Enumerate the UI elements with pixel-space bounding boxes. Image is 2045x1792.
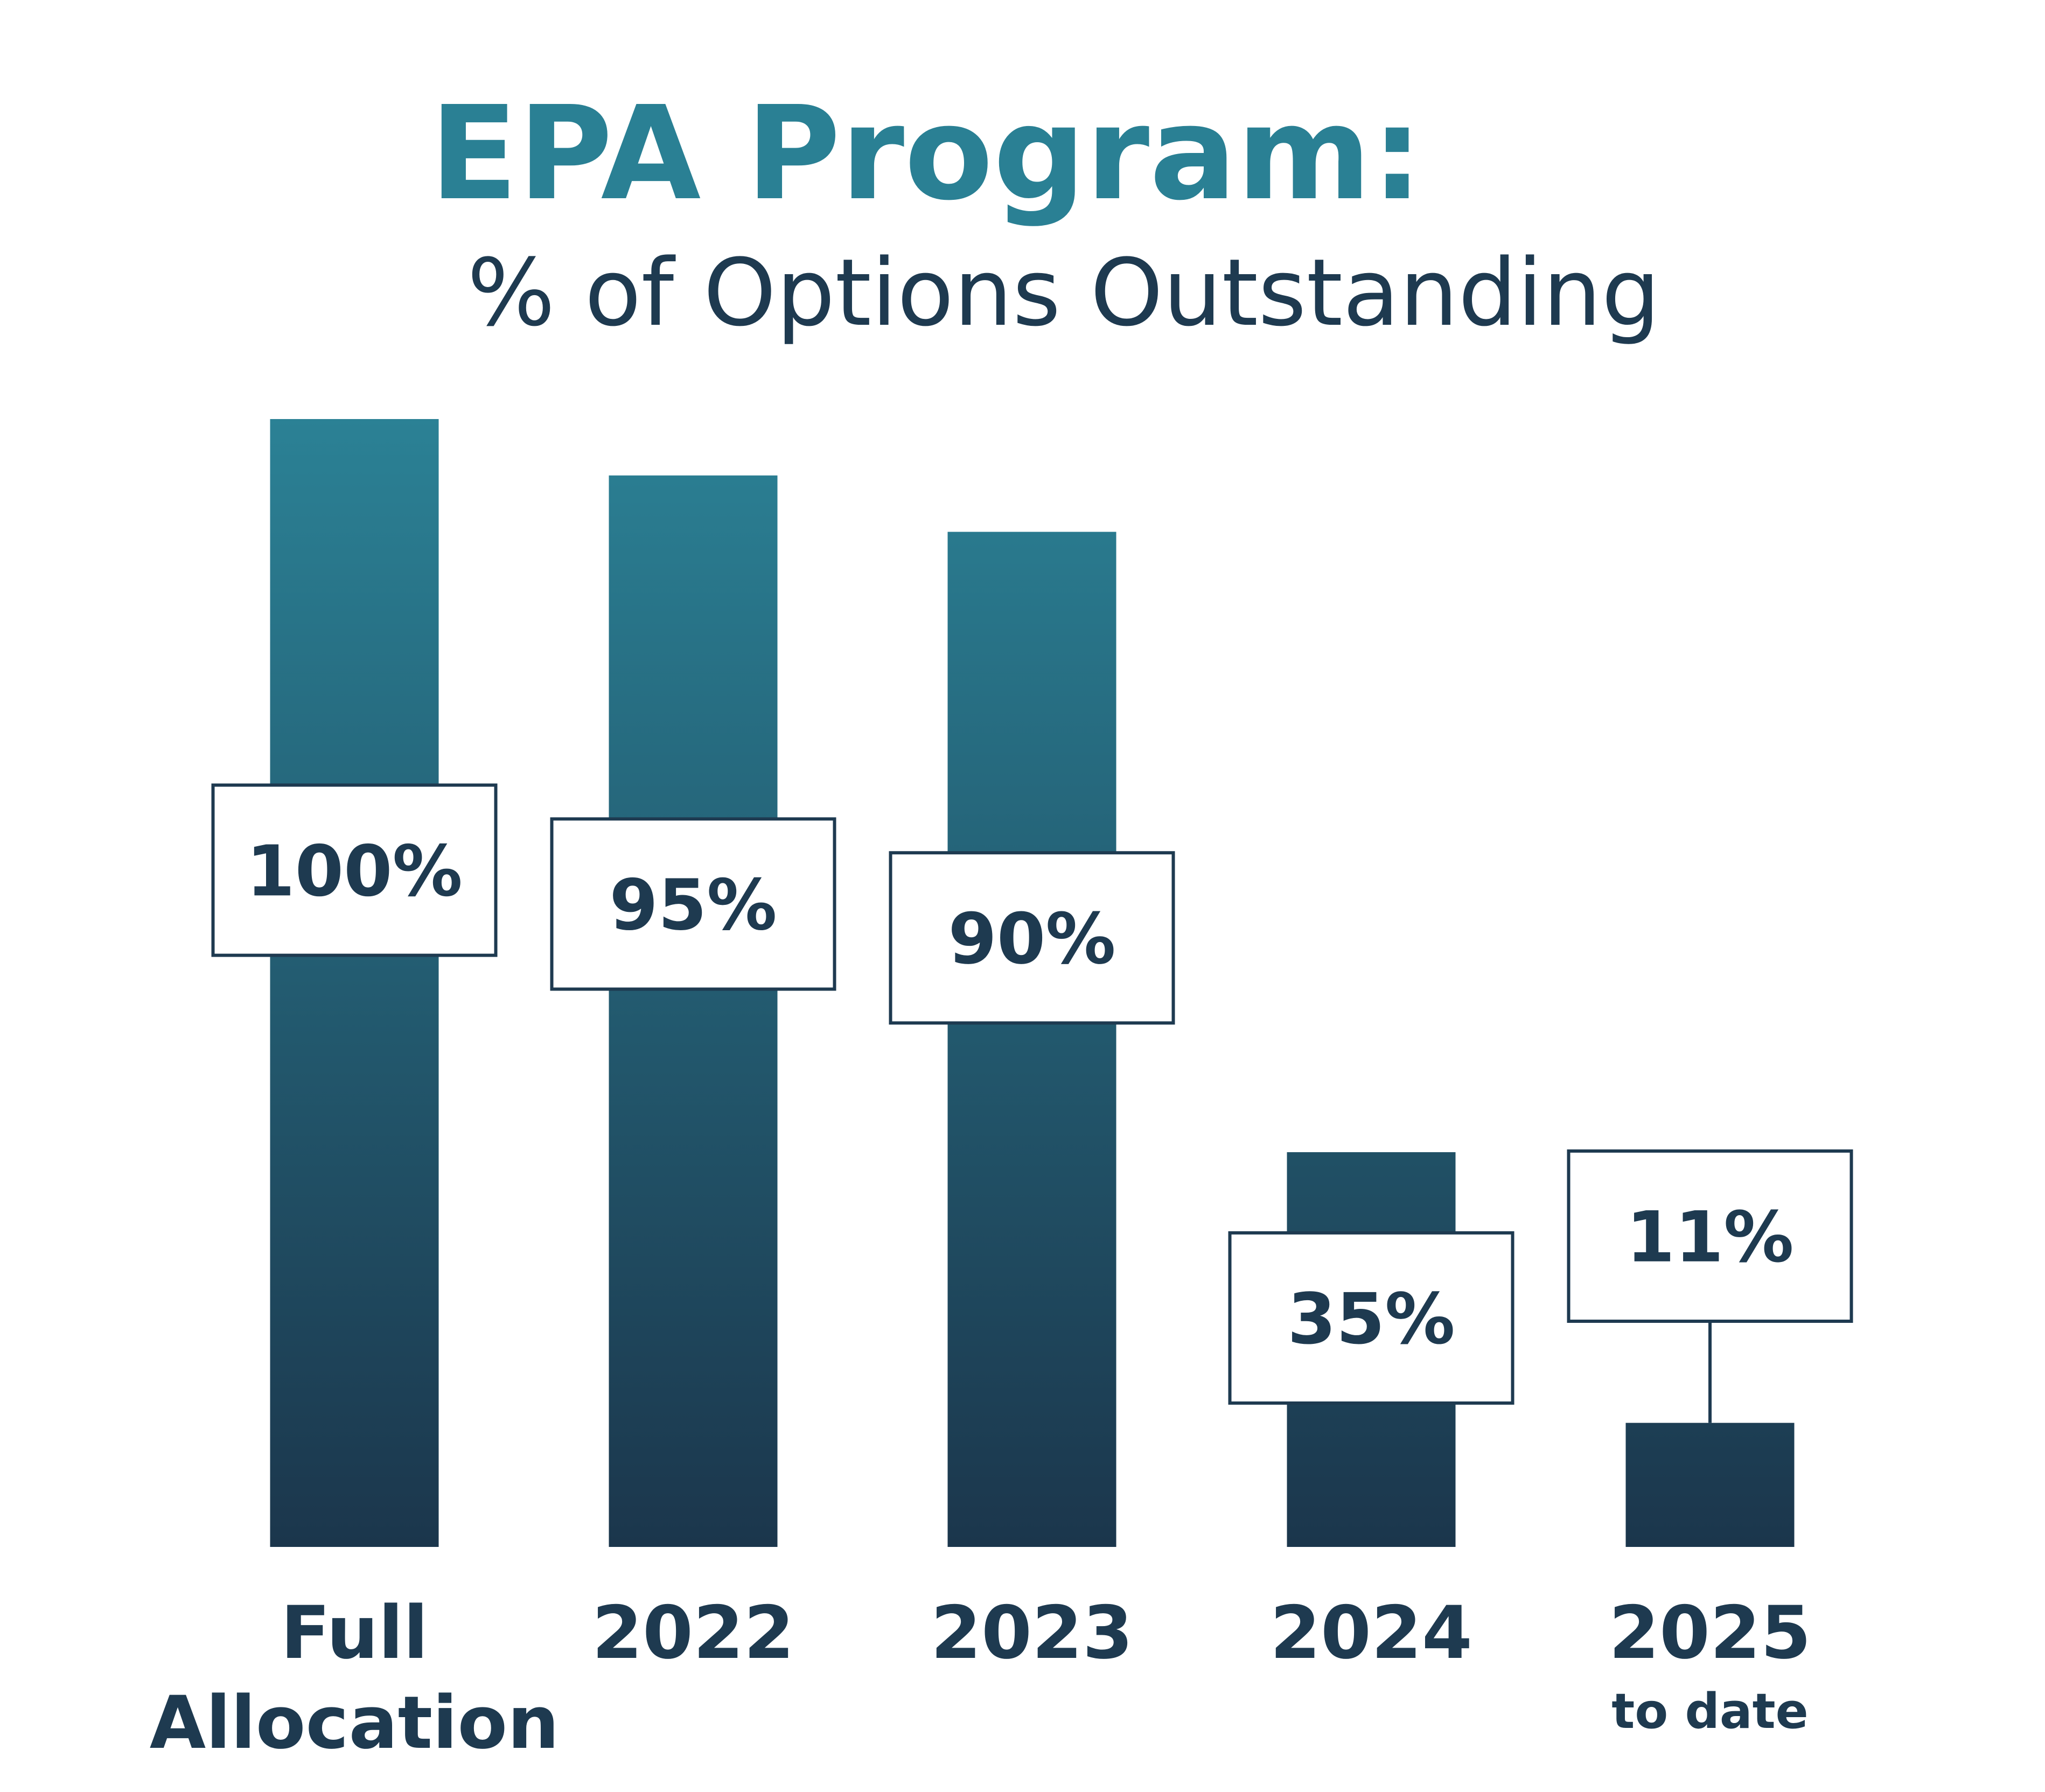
value-label-2: 90% — [948, 898, 1115, 980]
value-label-box-2 — [889, 851, 1175, 1025]
bar-2 — [947, 532, 1116, 1547]
value-label-box-1 — [550, 817, 836, 991]
chart-title: EPA Program: — [430, 78, 1423, 229]
value-label-box-0 — [211, 783, 498, 957]
bar-1 — [609, 475, 778, 1547]
value-label-0: 100% — [246, 830, 463, 912]
category-label-3-0: 2024 — [1270, 1591, 1472, 1675]
category-label-4-1: to date — [1611, 1683, 1808, 1740]
category-label-4-0: 2025 — [1609, 1591, 1811, 1675]
bar-0 — [270, 419, 439, 1547]
value-label-box-3 — [1228, 1231, 1514, 1405]
value-label-box-4 — [1567, 1149, 1853, 1323]
value-label-3: 35% — [1287, 1278, 1455, 1360]
bar-4 — [1625, 1423, 1795, 1547]
value-label-4: 11% — [1626, 1196, 1793, 1278]
value-label-1: 95% — [609, 864, 777, 946]
category-label-1-0: 2022 — [592, 1591, 794, 1675]
value-label-group: 100% 95% 90% 35% 11% — [211, 783, 1853, 1423]
category-label-2-0: 2023 — [931, 1591, 1133, 1675]
category-label-0-0: Full — [281, 1591, 428, 1675]
category-label-0-1: Allocation — [150, 1681, 560, 1765]
chart-subtitle: % of Options Outstanding — [467, 239, 1660, 347]
